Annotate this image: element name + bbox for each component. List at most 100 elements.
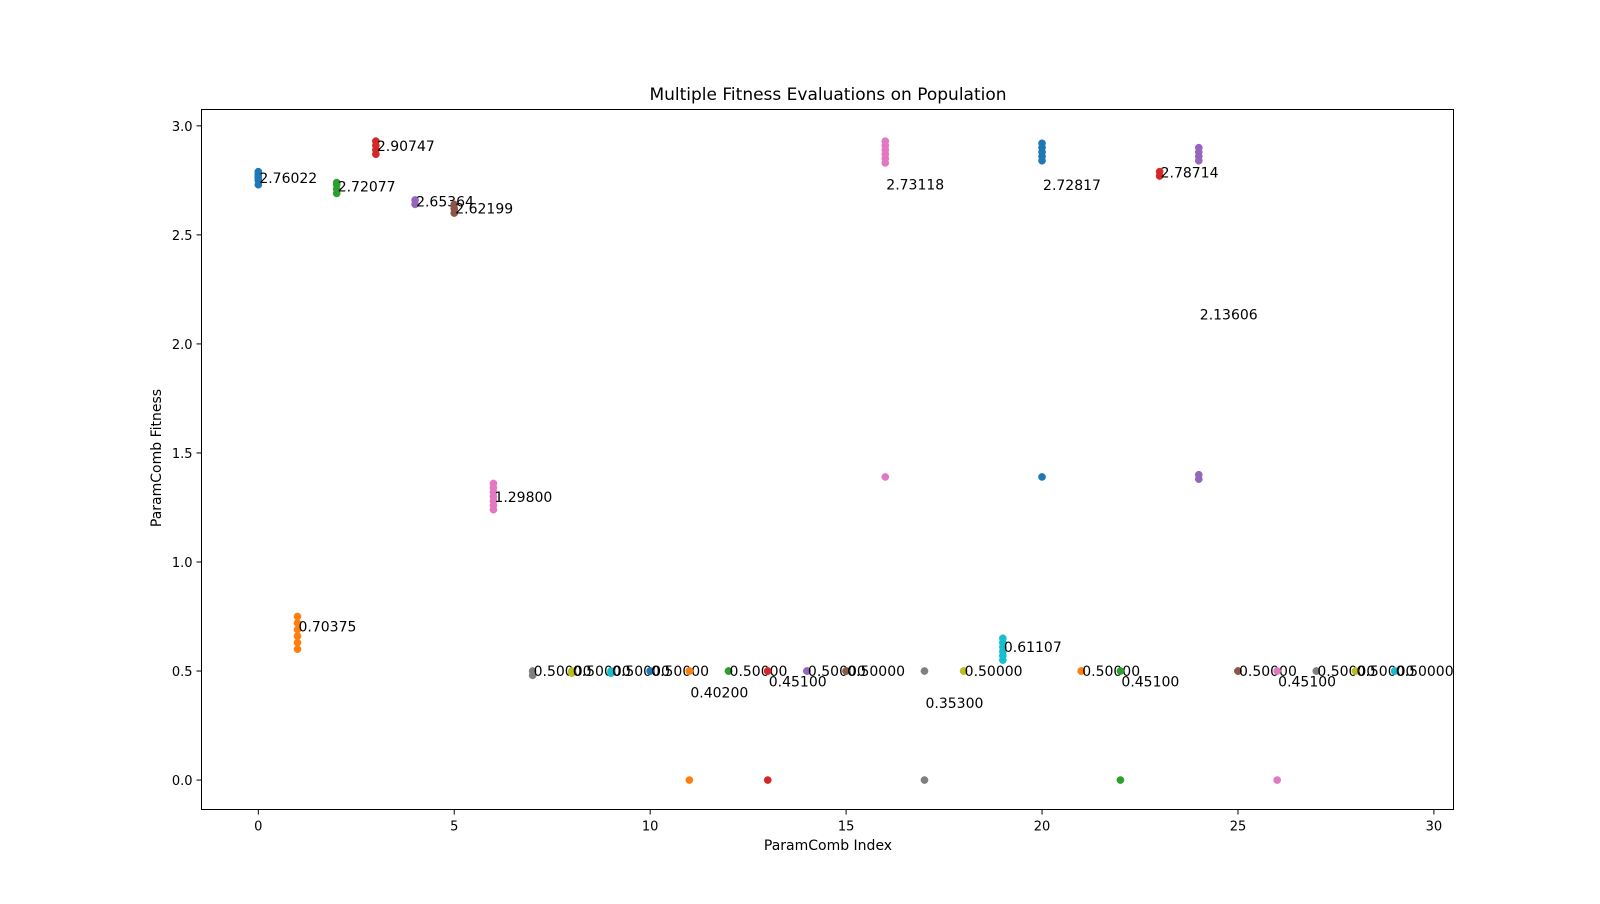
data-point <box>450 200 459 209</box>
mean-label: 2.73118 <box>886 177 944 193</box>
series-23: 2.78714 <box>1155 165 1219 181</box>
mean-label: 0.50000 <box>847 664 905 680</box>
mean-label: 0.45100 <box>769 675 827 691</box>
data-point <box>1234 667 1242 675</box>
series-27: 0.50000 <box>1312 664 1375 680</box>
data-point <box>567 667 576 675</box>
data-point <box>685 776 694 784</box>
data-point <box>528 667 537 675</box>
mean-label: 2.90747 <box>377 139 435 155</box>
series-11: 0.40200 <box>685 667 748 784</box>
plot-area: 2.76022 0.70375 2.72077 2.90747 2.653642.621… <box>254 137 1454 784</box>
mean-label: 0.50000 <box>573 664 631 680</box>
data-point <box>1273 776 1282 784</box>
mean-label: 0.50000 <box>612 664 670 680</box>
mean-label: 0.50000 <box>1082 664 1140 680</box>
mean-label: 0.50000 <box>1357 664 1415 680</box>
series-16: 2.73118 <box>881 137 944 481</box>
data-point <box>293 638 302 647</box>
x-tick-label: 25 <box>1230 820 1247 835</box>
x-axis-label: ParamComb Index <box>764 838 892 854</box>
data-point <box>1194 470 1203 479</box>
data-point <box>1038 139 1046 148</box>
mean-label: 2.76022 <box>259 171 317 187</box>
mean-label: 0.50000 <box>1396 664 1454 680</box>
data-point <box>1351 667 1360 675</box>
data-point <box>646 667 655 675</box>
series-19: 0.61107 <box>999 634 1062 664</box>
mean-label: 0.50000 <box>651 664 709 680</box>
data-point <box>607 667 615 675</box>
series-8: 0.50000 <box>567 664 631 680</box>
series-3: 2.90747 <box>372 137 435 159</box>
series-28: 0.50000 <box>1351 664 1415 680</box>
mean-label: 2.78714 <box>1161 165 1219 181</box>
mean-label: 0.40200 <box>690 685 748 701</box>
data-point <box>1390 667 1399 675</box>
data-point <box>685 667 694 675</box>
x-tick-label: 5 <box>450 820 458 835</box>
series-7: 0.50000 <box>528 664 592 680</box>
series-17: 0.35300 <box>920 667 983 784</box>
series-25: 0.50000 <box>1234 664 1297 680</box>
mean-label: 2.62199 <box>455 201 513 217</box>
series-15: 0.50000 <box>842 664 905 680</box>
plot-frame <box>201 109 1454 810</box>
data-point <box>881 473 890 481</box>
y-tick-label: 3.0 <box>172 120 193 135</box>
x-tick-label: 15 <box>838 820 855 835</box>
mean-label: 0.45100 <box>1121 675 1179 691</box>
data-point <box>1116 667 1125 675</box>
mean-label: 2.72817 <box>1043 178 1101 194</box>
y-tick-label: 0.5 <box>172 665 193 680</box>
series-24: 2.13606 <box>1194 143 1258 483</box>
data-point <box>1194 143 1203 152</box>
series-14: 0.50000 <box>803 664 866 680</box>
data-point <box>293 645 302 654</box>
y-tick-label: 0.0 <box>172 774 193 789</box>
data-point <box>332 178 341 187</box>
series-29: 0.50000 <box>1390 664 1454 680</box>
y-tick-label: 2.0 <box>172 338 193 353</box>
data-point <box>842 667 850 675</box>
series-18: 0.50000 <box>959 664 1023 680</box>
data-point <box>254 167 263 176</box>
series-10: 0.50000 <box>646 664 709 680</box>
series-6: 1.29800 <box>489 479 552 514</box>
mean-label: 0.50000 <box>534 664 592 680</box>
data-point <box>763 667 772 675</box>
data-point <box>920 776 929 784</box>
y-tick-label: 1.5 <box>172 447 193 462</box>
mean-label: 0.35300 <box>925 696 983 712</box>
data-point <box>1077 667 1086 675</box>
data-point <box>1116 776 1125 784</box>
mean-label: 1.29800 <box>494 490 552 506</box>
chart-title: Multiple Fitness Evaluations on Populati… <box>649 85 1006 105</box>
series-5: 2.62199 <box>450 200 513 217</box>
series-1: 0.70375 <box>293 612 356 654</box>
mean-label: 2.72077 <box>338 180 396 196</box>
series-2: 2.72077 <box>332 178 396 198</box>
data-point <box>1038 473 1046 481</box>
mean-label: 0.50000 <box>1317 664 1375 680</box>
data-point <box>489 479 498 488</box>
mean-label: 0.50000 <box>808 664 866 680</box>
mean-label: 0.50000 <box>730 664 788 680</box>
y-axis-label: ParamComb Fitness <box>149 389 165 527</box>
series-22: 0.45100 <box>1116 667 1179 784</box>
x-tick-label: 30 <box>1426 820 1443 835</box>
mean-label: 0.50000 <box>1239 664 1297 680</box>
series-26: 0.45100 <box>1273 667 1336 784</box>
series-21: 0.50000 <box>1077 664 1140 680</box>
data-point <box>881 137 890 145</box>
x-tick-label: 10 <box>642 820 659 835</box>
data-point <box>803 667 811 675</box>
series-12: 0.50000 <box>724 664 788 680</box>
data-point <box>920 667 929 675</box>
data-point <box>372 137 380 145</box>
data-point <box>411 196 419 204</box>
data-point <box>1273 667 1282 675</box>
